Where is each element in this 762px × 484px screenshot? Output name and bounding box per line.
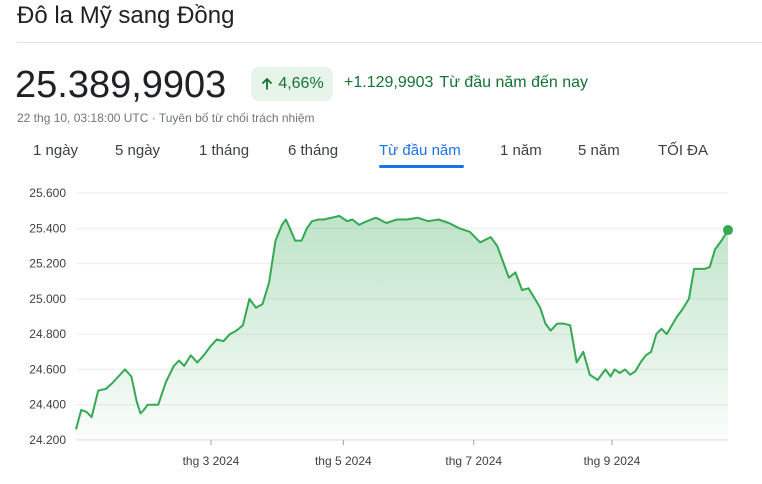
x-tick-label: thg 9 2024: [584, 454, 641, 468]
timestamp-disclaimer[interactable]: 22 thg 10, 03:18:00 UTC · Tuyên bố từ ch…: [17, 111, 315, 125]
price-line: [75, 214, 729, 430]
tab-year-to-date[interactable]: Từ đầu năm: [379, 142, 461, 159]
tab-1-month[interactable]: 1 tháng: [199, 142, 250, 159]
y-axis-labels: 24.200 24.400 24.600 24.800 25.000 25.200 25.4…: [29, 186, 66, 447]
current-price: 25.389,9903: [15, 64, 227, 106]
y-tick-label: 24.600: [29, 362, 66, 376]
tab-5-years[interactable]: 5 năm: [578, 142, 620, 159]
change-absolute-value: +1.129,9903: [344, 74, 434, 91]
y-tick-label: 24.200: [29, 433, 66, 447]
y-tick-label: 24.400: [29, 398, 66, 412]
last-price-point: [723, 225, 733, 236]
x-axis: thg 3 2024 thg 5 2024 thg 7 2024 thg 9 2024: [183, 440, 641, 468]
tab-1-day[interactable]: 1 ngày: [33, 142, 79, 159]
tab-max[interactable]: TỐI ĐA: [658, 142, 709, 159]
tab-5-days[interactable]: 5 ngày: [115, 142, 161, 159]
x-tick-label: thg 3 2024: [183, 454, 240, 468]
active-tab-indicator: [379, 165, 464, 168]
x-tick-label: thg 7 2024: [445, 454, 502, 468]
y-tick-label: 25.600: [29, 186, 66, 200]
arrow-up-icon: [262, 78, 273, 90]
range-tabs: 1 ngày 5 ngày 1 tháng 6 tháng Từ đầu năm…: [0, 138, 762, 168]
change-percent-value: 4,66%: [278, 75, 324, 92]
price-area: [76, 215, 728, 440]
tab-1-year[interactable]: 1 năm: [500, 142, 542, 159]
price-chart[interactable]: 24.200 24.400 24.600 24.800 25.000 25.200 25.4…: [0, 170, 762, 484]
y-tick-label: 25.400: [29, 221, 66, 235]
change-percent-badge: 4,66%: [251, 67, 333, 101]
y-tick-label: 25.200: [29, 257, 66, 271]
page-title: Đô la Mỹ sang Đồng: [17, 2, 235, 29]
tab-6-months[interactable]: 6 tháng: [288, 142, 339, 159]
y-tick-label: 25.000: [29, 292, 66, 306]
y-tick-label: 24.800: [29, 327, 66, 341]
header-divider: [17, 42, 762, 43]
x-tick-label: thg 5 2024: [315, 454, 372, 468]
change-absolute: +1.129,9903 Từ đầu năm đến nay: [344, 74, 588, 92]
change-period: Từ đầu năm đến nay: [439, 74, 588, 91]
